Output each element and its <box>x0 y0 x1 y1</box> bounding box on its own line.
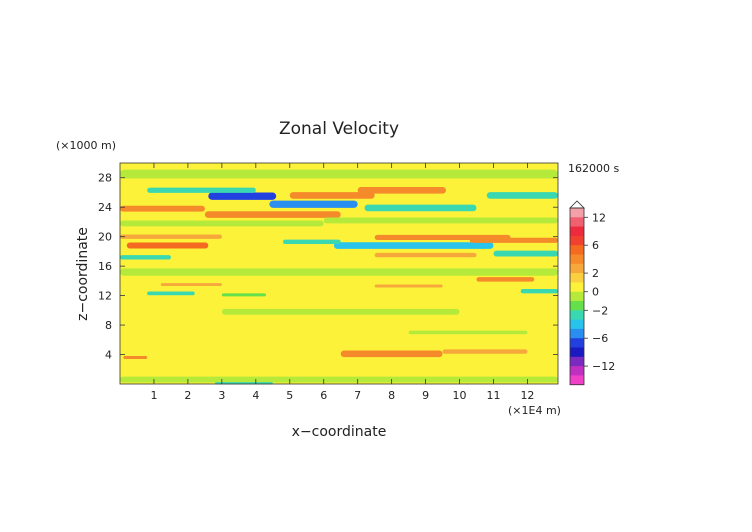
velocity-band-13 <box>282 239 341 245</box>
colorbar-segment <box>570 356 584 367</box>
plot-area <box>119 162 559 385</box>
velocity-band-7 <box>289 192 375 199</box>
y-axis-title: z−coordinate <box>75 227 91 321</box>
velocity-band-5 <box>486 192 558 199</box>
colorbar-segment <box>570 208 584 218</box>
x-tick-label: 10 <box>453 389 467 402</box>
velocity-band-6 <box>357 186 446 194</box>
y-tick-label: 4 <box>105 349 112 362</box>
x-tick-label: 4 <box>252 389 259 402</box>
colorbar-segment <box>570 291 584 302</box>
x-tick-label: 5 <box>286 389 293 402</box>
colorbar-segment <box>570 254 584 265</box>
x-unit-label: (×1E4 m) <box>508 404 561 417</box>
velocity-band-21 <box>520 288 558 294</box>
x-tick-label: 3 <box>218 389 225 402</box>
velocity-band-9 <box>204 211 341 218</box>
velocity-band-30 <box>120 268 558 276</box>
colorbar-tick-label: −12 <box>592 360 615 373</box>
colorbar-segment <box>570 226 584 237</box>
colorbar-tick-label: −2 <box>592 304 608 317</box>
time-label: 162000 s <box>568 162 619 175</box>
colorbar-tick-label: −6 <box>592 332 608 345</box>
velocity-features <box>120 169 558 385</box>
velocity-band-31 <box>120 220 324 227</box>
velocity-band-12 <box>333 242 494 249</box>
colorbar-segment <box>570 338 584 348</box>
x-tick-label: 9 <box>422 389 429 402</box>
velocity-band-1 <box>208 192 277 200</box>
velocity-band-19 <box>147 291 195 296</box>
velocity-band-4 <box>364 204 477 212</box>
colorbar: 12 6 2 0 −2 −6 −12 <box>569 200 615 386</box>
velocity-band-22 <box>160 283 222 287</box>
x-tick-label: 1 <box>150 389 157 402</box>
velocity-band-28 <box>408 330 528 335</box>
colorbar-segment <box>570 319 584 330</box>
velocity-band-18 <box>374 252 477 258</box>
colorbar-segment <box>570 282 584 293</box>
velocity-band-11 <box>120 234 222 239</box>
colorbar-frame <box>569 207 585 386</box>
y-tick-label: 16 <box>98 260 112 273</box>
colorbar-tick-label: 12 <box>592 211 606 224</box>
velocity-band-20 <box>221 293 266 297</box>
velocity-band-24 <box>374 284 443 288</box>
velocity-band-26 <box>442 349 528 354</box>
x-tick-label: 7 <box>354 389 361 402</box>
velocity-band-25 <box>340 350 443 358</box>
x-axis-ticks: 1 2 3 4 5 6 7 8 9 10 11 12 <box>150 163 534 402</box>
velocity-band-29 <box>221 308 460 315</box>
x-tick-label: 8 <box>388 389 395 402</box>
colorbar-segment <box>570 375 584 386</box>
x-tick-label: 6 <box>320 389 327 402</box>
colorbar-arrow <box>569 200 585 209</box>
colorbar-segment <box>570 366 584 376</box>
colorbar-segment <box>570 347 584 358</box>
x-tick-label: 11 <box>486 389 500 402</box>
velocity-band-3 <box>269 200 358 208</box>
velocity-band-23 <box>476 277 535 282</box>
chart-title: Zonal Velocity <box>279 119 399 139</box>
colorbar-tick-label: 2 <box>592 267 599 280</box>
colorbar-segment <box>570 273 584 283</box>
velocity-band-33 <box>120 169 558 179</box>
y-tick-label: 12 <box>98 290 112 303</box>
velocity-band-34 <box>120 376 558 383</box>
colorbar-segment <box>570 235 584 246</box>
velocity-band-17 <box>469 237 558 243</box>
colorbar-segment <box>570 310 584 320</box>
y-tick-label: 28 <box>98 172 112 185</box>
y-tick-label: 8 <box>105 319 112 332</box>
y-tick-label: 24 <box>98 201 112 214</box>
velocity-band-2 <box>147 187 256 193</box>
y-tick-label: 20 <box>98 231 112 244</box>
velocity-band-8 <box>120 205 205 212</box>
plot-frame <box>119 162 559 385</box>
colorbar-segment <box>570 301 584 311</box>
y-unit-label: (×1000 m) <box>56 139 116 152</box>
velocity-band-10 <box>126 242 209 249</box>
y-axis-ticks: 4 8 12 16 20 24 28 <box>98 172 558 362</box>
x-tick-label: 12 <box>520 389 534 402</box>
colorbar-tick-label: 6 <box>592 239 599 252</box>
colorbar-segment <box>570 245 584 255</box>
colorbar-tick-label: 0 <box>592 286 599 299</box>
velocity-band-15 <box>120 255 171 260</box>
colorbar-segment <box>570 328 584 339</box>
velocity-band-14 <box>493 250 558 257</box>
x-axis-title: x−coordinate <box>292 424 387 440</box>
colorbar-segment <box>570 217 584 227</box>
velocity-band-32 <box>323 217 558 224</box>
velocity-band-27 <box>123 356 148 359</box>
colorbar-segment <box>570 263 584 274</box>
x-tick-label: 2 <box>184 389 191 402</box>
